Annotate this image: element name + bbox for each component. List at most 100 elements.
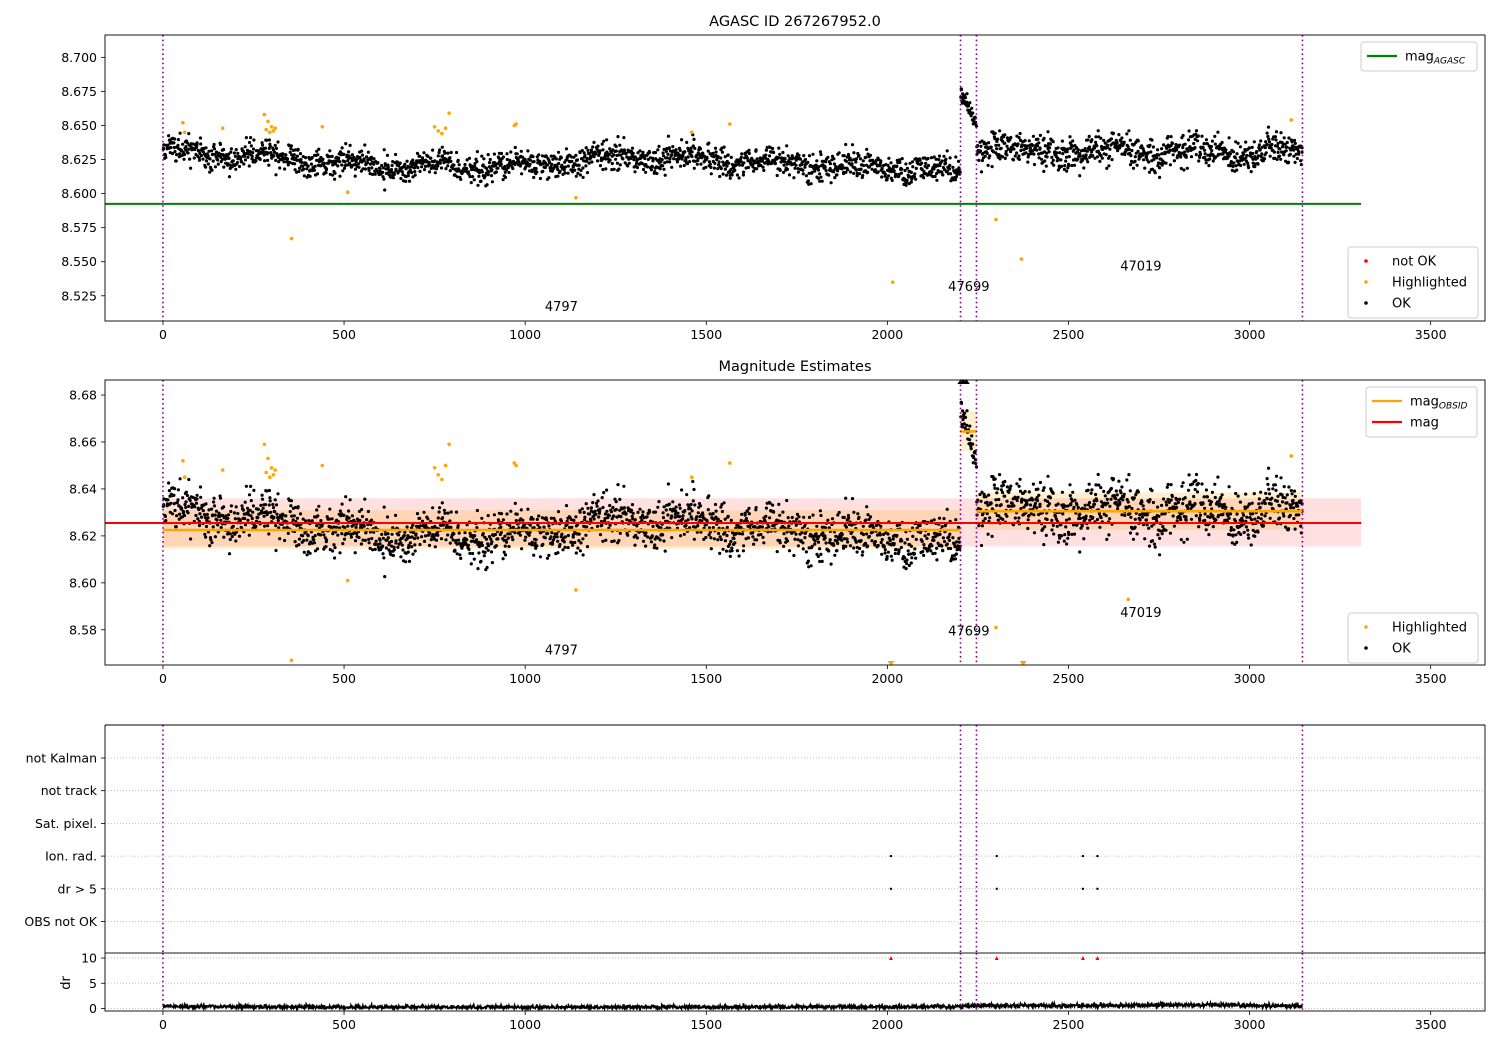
agasc-ok-point [624, 151, 628, 155]
magest-ok-point [373, 542, 377, 547]
magest-ok-point [389, 539, 394, 544]
agasc-ok-point [1244, 140, 1248, 144]
magest-ok-point [503, 553, 508, 557]
magest-ok-point [369, 518, 374, 522]
magest-ok-point [592, 517, 596, 521]
magest-ok-point [1101, 505, 1105, 509]
magest-ok-point [641, 539, 646, 543]
agasc-ok-point [585, 159, 589, 163]
magest-ok-point [633, 543, 637, 547]
agasc-ok-point [905, 178, 909, 182]
agasc-ok-point [678, 148, 682, 152]
agasc-ok-point [783, 157, 787, 161]
magest-ok-point [1068, 483, 1072, 487]
magest-ok-point [564, 504, 569, 508]
agasc-ok-point [299, 158, 303, 162]
magest-ok-point [678, 515, 682, 519]
agasc-ok-point [356, 162, 360, 166]
agasc-ok-point [442, 161, 446, 165]
magest-ok-point [211, 525, 215, 529]
agasc-ok-point [883, 172, 887, 176]
agasc-ok-point [819, 152, 823, 157]
magest-ok-point [744, 517, 749, 521]
agasc-ok-point [804, 174, 809, 178]
agasc-ok-point [422, 151, 426, 155]
agasc-ok-point [1262, 157, 1267, 161]
magest-ok-point [819, 552, 823, 557]
agasc-ok-point [1198, 155, 1202, 159]
magest-ok-point [954, 518, 958, 522]
magest-ok-point [726, 514, 730, 519]
agasc-ok-point [1030, 143, 1035, 148]
magest-ok-point [474, 538, 479, 542]
agasc-ok-point [1258, 148, 1262, 152]
agasc-ok-point [1244, 156, 1248, 160]
agasc-ok-point [1247, 166, 1251, 170]
magest-ok-point [382, 556, 386, 560]
magest-ok-point [224, 514, 228, 518]
agasc-ok-point [1292, 138, 1297, 142]
agasc-ok-point [444, 167, 448, 171]
agasc-ok-point [1257, 143, 1261, 147]
magest-ok-point [1105, 497, 1109, 501]
agasc-ok-point [738, 163, 742, 167]
magest-ok-point [1104, 514, 1108, 518]
magest-ok-point [1042, 486, 1046, 490]
agasc-ok-point [540, 154, 545, 158]
magest-ok-point [1168, 531, 1172, 535]
agasc-ok-point [986, 163, 990, 167]
agasc-ok-point [347, 154, 351, 158]
agasc-ok-point [531, 155, 535, 159]
magest-ok-point [953, 545, 957, 549]
magest-ok-point [363, 497, 367, 501]
magest-ok-point [222, 535, 226, 539]
magest-ok-point [446, 511, 450, 515]
agasc-ok-point [240, 160, 244, 164]
agasc-ok-point [1285, 140, 1289, 145]
magest-ok-point [986, 532, 990, 536]
agasc-x-tick-label: 3500 [1415, 327, 1447, 342]
agasc-ok-point [880, 175, 884, 179]
agasc-ok-point [1195, 139, 1200, 143]
agasc-ok-point [670, 165, 674, 169]
magest-ok-point [376, 545, 380, 549]
magest-ok-point [1143, 537, 1147, 541]
magest-ok-point [614, 500, 618, 504]
agasc-ok-point [1125, 132, 1129, 136]
agasc-ok-point [716, 167, 720, 171]
magest-ok-point [655, 546, 659, 550]
agasc-ok-point [549, 154, 553, 158]
magest-ok-point [201, 509, 205, 513]
agasc-ok-point [243, 145, 247, 149]
agasc-ok-point [792, 176, 796, 180]
agasc-ok-point [475, 150, 479, 154]
magest-ok-point [278, 537, 282, 541]
magest-ok-point [259, 503, 263, 507]
magest-ok-point [1011, 523, 1016, 527]
agasc-ok-point [634, 161, 639, 165]
magest-ok-point [1029, 512, 1033, 516]
magest-ok-point [506, 536, 510, 540]
magest-ok-point [496, 537, 500, 541]
magest-ok-point [212, 500, 216, 504]
magest-ok-point [860, 553, 864, 557]
magest-ok-point [581, 553, 585, 557]
agasc-ok-point [415, 151, 420, 155]
magest-ok-point [972, 456, 976, 460]
agasc-ok-point [1128, 138, 1132, 142]
agasc-ok-point [1013, 154, 1017, 158]
agasc-ok-point [1065, 150, 1069, 154]
agasc-legend-frame [1347, 246, 1479, 319]
agasc-ok-point [807, 182, 811, 186]
magest-ok-point [399, 555, 403, 559]
agasc-ok-point [691, 144, 695, 148]
agasc-highlighted-point [269, 125, 274, 129]
magest-ok-point [873, 543, 877, 547]
magest-ok-point [196, 517, 200, 521]
magest-ok-point [854, 540, 858, 544]
magest-ok-point [380, 532, 384, 537]
magest-ok-point [422, 539, 427, 544]
magest-ok-point [1042, 543, 1046, 547]
magest-ok-point [840, 538, 844, 542]
magest-ok-point [751, 531, 755, 535]
